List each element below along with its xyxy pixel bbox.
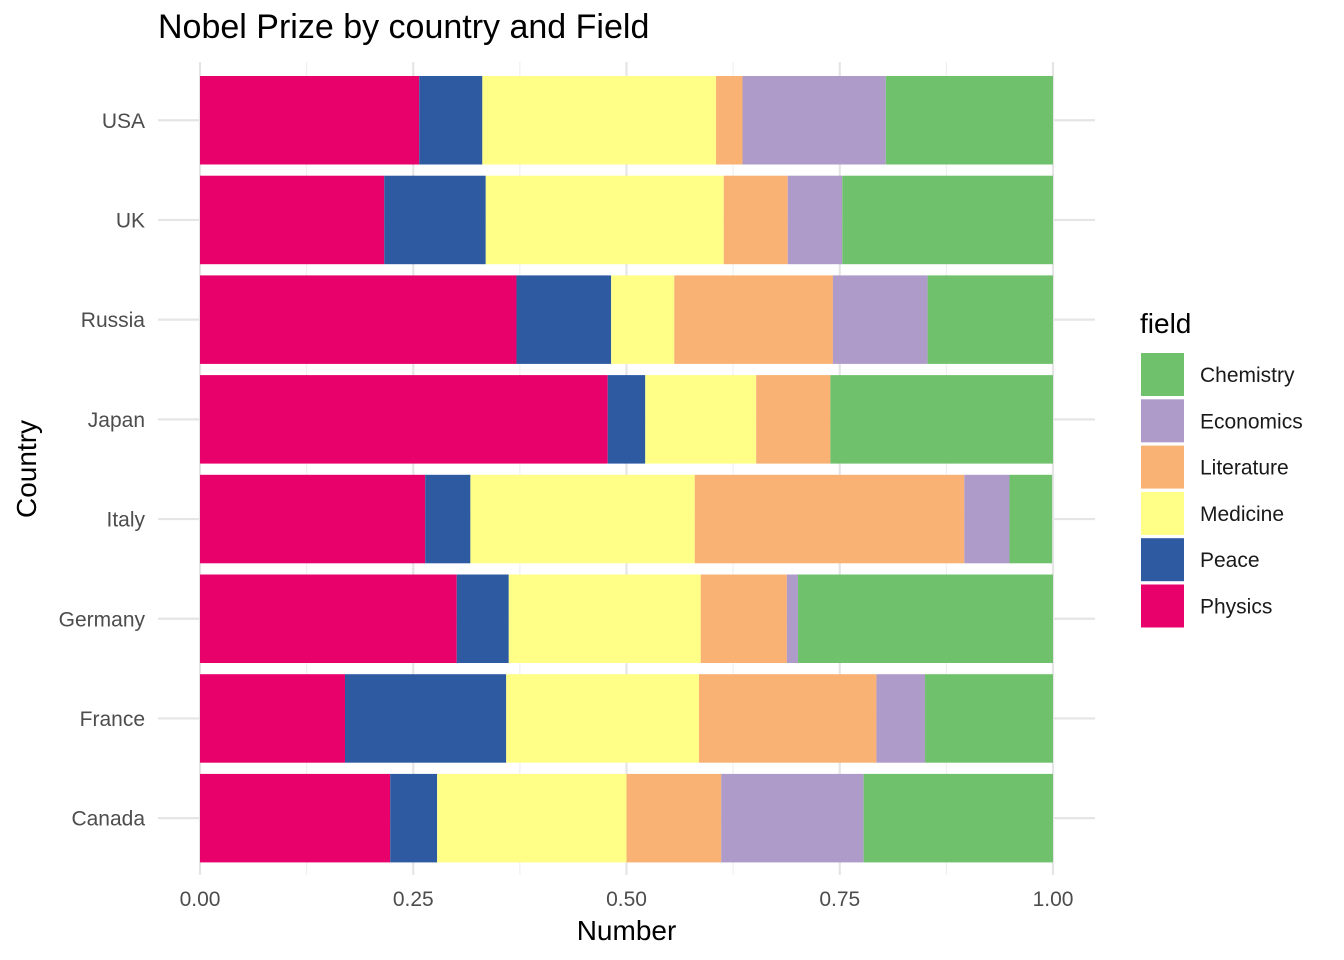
legend-swatch (1141, 538, 1184, 582)
x-tick-label: 0.00 (180, 888, 221, 911)
bar-segment-russia-chemistry (927, 275, 1053, 364)
legend-item-medicine: Medicine (1141, 491, 1284, 535)
x-tick-label: 0.50 (606, 888, 647, 911)
bar-segment-uk-medicine (485, 175, 724, 265)
legend-item-peace: Peace (1141, 538, 1260, 582)
y-tick-label: France (80, 708, 145, 731)
legend-item-physics: Physics (1141, 584, 1272, 628)
bar-segment-japan-literature (756, 375, 831, 464)
bar-segment-japan-physics (200, 375, 608, 464)
legend-item-chemistry: Chemistry (1141, 353, 1295, 396)
bar-segment-japan-peace (607, 375, 646, 464)
bar-segment-usa-medicine (482, 76, 717, 165)
bar-segment-uk-chemistry (842, 175, 1053, 265)
bar-segment-canada-medicine (437, 773, 627, 863)
y-axis-ticks: USA UK Russia Japan Italy Germany France Canada (59, 110, 146, 831)
bar-segment-france-medicine (506, 674, 700, 763)
bar-segment-italy-economics (964, 474, 1010, 564)
legend-label: Chemistry (1200, 364, 1295, 387)
bar-segment-russia-peace (516, 275, 612, 364)
bar-segment-usa-economics (742, 76, 886, 165)
bar-segment-france-economics (876, 674, 926, 763)
bar-segment-italy-physics (200, 474, 426, 564)
x-axis-title: Number (577, 915, 677, 946)
legend-label: Economics (1200, 410, 1303, 433)
y-tick-label: Russia (81, 309, 146, 332)
bar-segment-france-literature (699, 674, 877, 763)
bar-segment-france-physics (200, 674, 346, 763)
y-axis-title: Country (11, 420, 42, 518)
bar-segment-usa-literature (716, 76, 743, 165)
legend-label: Literature (1200, 457, 1289, 480)
y-tick-label: Japan (88, 409, 145, 432)
legend-label: Physics (1200, 596, 1272, 619)
bar-segment-france-chemistry (925, 674, 1053, 763)
bar-segment-usa-physics (200, 76, 420, 165)
bar-segment-germany-literature (700, 574, 787, 663)
bar-segment-italy-literature (694, 474, 965, 564)
legend-item-literature: Literature (1141, 445, 1289, 489)
bar-segment-italy-chemistry (1009, 474, 1053, 564)
bar-segment-russia-economics (832, 275, 928, 364)
x-tick-label: 0.25 (393, 888, 434, 911)
y-tick-label: USA (102, 110, 145, 133)
bar-segment-uk-peace (384, 175, 486, 265)
bar-segment-russia-medicine (611, 275, 675, 364)
bar-segment-russia-literature (674, 275, 833, 364)
legend-title: field (1140, 308, 1191, 339)
legend-item-economics: Economics (1141, 399, 1303, 443)
legend-swatch (1141, 445, 1184, 489)
y-tick-label: Germany (59, 608, 146, 631)
x-tick-label: 0.75 (819, 888, 860, 911)
bar-segment-canada-peace (390, 773, 438, 863)
bar-segment-uk-literature (723, 175, 788, 265)
chart-title: Nobel Prize by country and Field (158, 8, 649, 46)
bar-segment-germany-physics (200, 574, 457, 663)
legend-swatch (1141, 584, 1184, 628)
legend-label: Peace (1200, 549, 1260, 572)
x-axis-ticks: 0.00 0.25 0.50 0.75 1.00 (180, 888, 1074, 911)
bar-segment-uk-physics (200, 175, 385, 265)
legend-label: Medicine (1200, 503, 1284, 526)
bar-segment-japan-medicine (645, 375, 757, 464)
legend-swatch (1141, 353, 1184, 396)
legend-swatch (1141, 491, 1184, 535)
bar-segment-usa-chemistry (885, 76, 1053, 165)
bar-segment-canada-chemistry (863, 773, 1053, 863)
y-tick-label: Italy (106, 509, 145, 532)
bar-segment-italy-medicine (470, 474, 695, 564)
bar-segment-canada-literature (626, 773, 722, 863)
bar-segment-germany-economics (786, 574, 798, 663)
bar-segment-uk-economics (787, 175, 843, 265)
x-tick-label: 1.00 (1033, 888, 1074, 911)
bar-segment-germany-peace (456, 574, 509, 663)
legend-swatch (1141, 399, 1184, 443)
bar-segment-japan-chemistry (830, 375, 1053, 464)
bar-segment-canada-economics (721, 773, 864, 863)
bar-segment-russia-physics (200, 275, 517, 364)
y-tick-label: UK (116, 209, 145, 232)
y-tick-label: Canada (71, 808, 145, 831)
legend: field Chemistry Economics Literature Medici… (1140, 308, 1303, 628)
bar-segment-germany-chemistry (797, 574, 1053, 663)
bar-segment-italy-peace (425, 474, 471, 564)
bars (200, 76, 1053, 863)
bar-segment-germany-medicine (508, 574, 701, 663)
bar-segment-canada-physics (200, 773, 391, 863)
bar-segment-usa-peace (419, 76, 483, 165)
bar-segment-france-peace (345, 674, 507, 763)
